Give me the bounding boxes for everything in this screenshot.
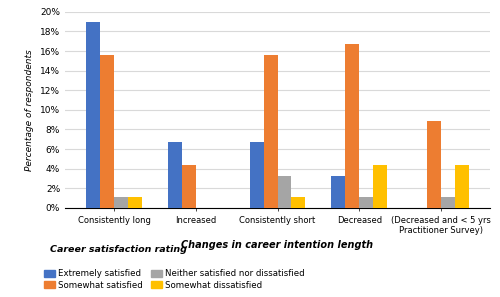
Y-axis label: Percentage of respondents: Percentage of respondents bbox=[26, 49, 35, 171]
Bar bbox=[278, 176, 291, 208]
Bar bbox=[455, 165, 469, 208]
Bar bbox=[373, 165, 387, 208]
Bar bbox=[264, 55, 278, 208]
X-axis label: Changes in career intention length: Changes in career intention length bbox=[182, 241, 374, 250]
Bar bbox=[292, 197, 306, 208]
Bar bbox=[100, 55, 114, 208]
Bar bbox=[86, 22, 100, 208]
Bar bbox=[168, 142, 182, 208]
Legend: Extremely satisfied, Somewhat satisfied, Neither satisfied nor dissatisfied, Som: Extremely satisfied, Somewhat satisfied,… bbox=[44, 269, 305, 290]
Bar bbox=[332, 176, 345, 208]
Bar bbox=[128, 197, 142, 208]
Bar bbox=[250, 142, 264, 208]
Text: Career satisfaction rating: Career satisfaction rating bbox=[50, 245, 187, 254]
Bar bbox=[359, 197, 373, 208]
Bar bbox=[441, 197, 455, 208]
Bar bbox=[114, 197, 128, 208]
Bar bbox=[427, 121, 441, 208]
Bar bbox=[182, 165, 196, 208]
Bar bbox=[346, 44, 359, 208]
